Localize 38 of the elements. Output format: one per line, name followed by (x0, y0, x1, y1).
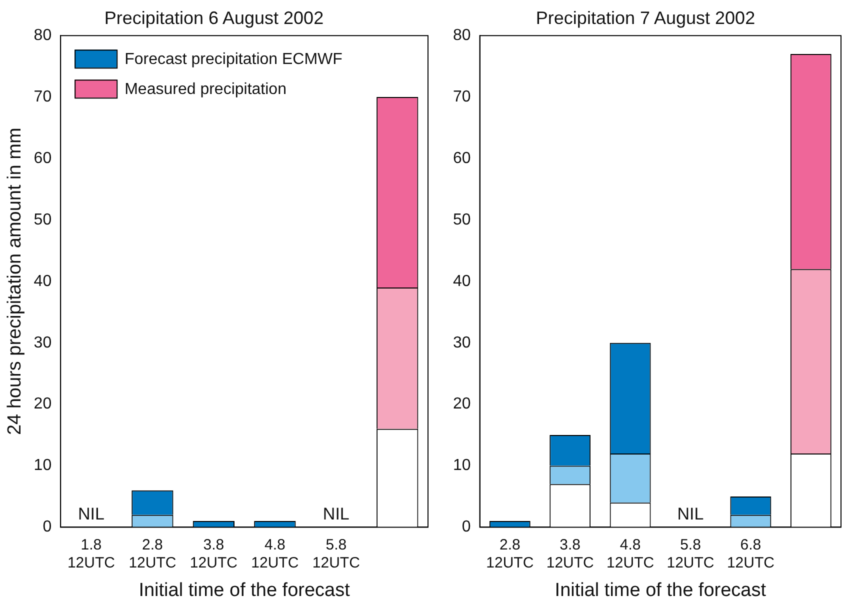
y-tick-label: 10 (34, 457, 52, 474)
y-tick-label: 0 (462, 518, 471, 536)
x-tick-label: 6.8 12UTC (726, 536, 775, 572)
x-axis-title: Initial time of the forecast (554, 580, 767, 601)
x-tick-label: 1.8 12UTC (67, 536, 116, 572)
y-tick-label: 10 (453, 457, 471, 474)
chart-title: Precipitation 6 August 2002 (104, 8, 324, 28)
annotation: NIL (322, 504, 350, 524)
annotation: NIL (677, 504, 704, 524)
y-axis-title: 24 hours precipitation amount in mm (4, 128, 26, 436)
x-tick-label: 4.8 12UTC (251, 536, 299, 572)
y-tick-label: 30 (453, 334, 471, 352)
x-tick-label: 3.8 12UTC (190, 536, 238, 572)
x-axis-title: Initial time of the forecast (138, 580, 351, 601)
x-tick-label: 2.8 12UTC (128, 536, 176, 572)
y-tick-label: 70 (34, 88, 52, 106)
y-tick-label: 80 (453, 27, 471, 44)
x-tick-label: 4.8 12UTC (606, 536, 654, 572)
x-tick-label: 3.8 12UTC (546, 536, 594, 572)
y-tick-label: 30 (34, 334, 52, 352)
y-tick-label: 40 (453, 272, 471, 290)
y-tick-label: 80 (34, 27, 52, 44)
y-tick-label: 20 (453, 396, 471, 413)
y-tick-label: 50 (453, 211, 471, 228)
y-tick-label: 0 (42, 518, 52, 536)
chart-title: Precipitation 7 August 2002 (536, 8, 756, 28)
y-tick-label: 60 (453, 150, 471, 167)
y-tick-label: 40 (34, 272, 52, 290)
y-tick-label: 20 (34, 396, 52, 413)
y-tick-label: 60 (34, 150, 52, 167)
y-tick-label: 70 (453, 88, 471, 106)
annotation: NIL (78, 504, 104, 524)
legend-label: Forecast precipitation ECMWF (124, 51, 343, 68)
y-tick-label: 50 (34, 211, 52, 228)
x-tick-label: 5.8 12UTC (312, 536, 360, 572)
legend-label: Measured precipitation (124, 81, 286, 98)
x-tick-label: 2.8 12UTC (486, 536, 534, 572)
x-tick-label: 5.8 12UTC (666, 536, 714, 572)
